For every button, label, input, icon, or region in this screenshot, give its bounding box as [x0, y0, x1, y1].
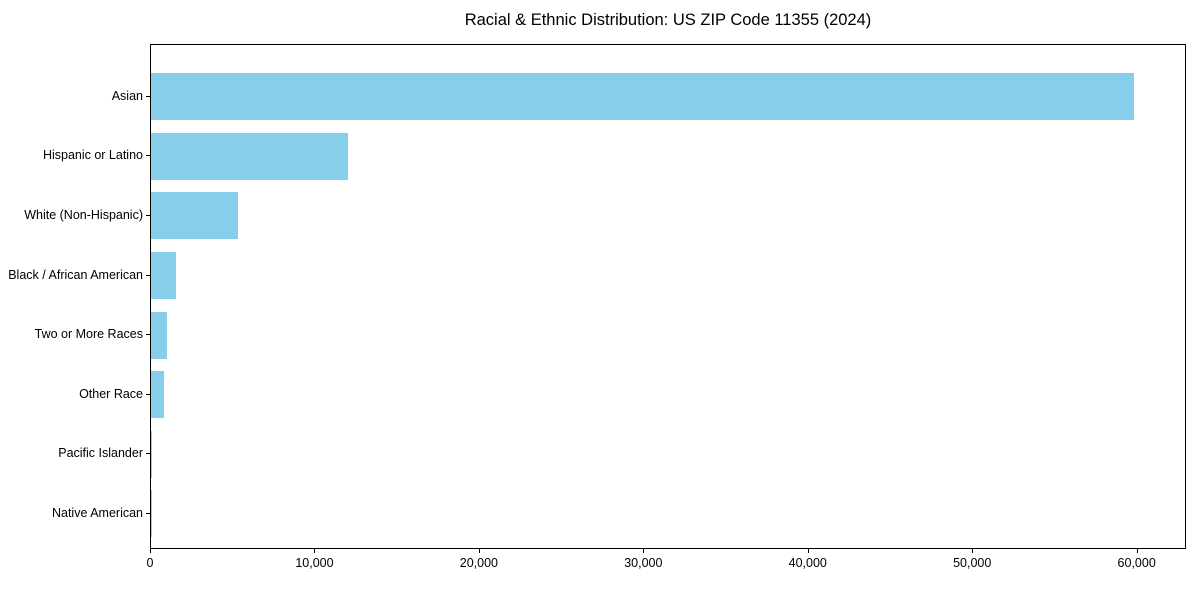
y-tick-mark — [146, 513, 150, 514]
x-tick-mark — [1136, 549, 1138, 553]
y-tick-label-pacific-islander: Pacific Islander — [58, 446, 143, 461]
y-tick-label-hispanic-or-latino: Hispanic or Latino — [42, 148, 143, 163]
bar-black-african-american — [151, 252, 177, 300]
x-tick-mark — [314, 549, 316, 553]
bars-container — [151, 45, 1185, 548]
y-tick-mark — [146, 453, 150, 455]
x-tick-label-50000: 50,000 — [953, 556, 992, 570]
y-tick-mark — [146, 274, 150, 276]
bar-row-pacific-islander — [151, 425, 1185, 485]
bar-row-hispanic-or-latino — [151, 127, 1185, 187]
x-tick-label-0: 0 — [146, 556, 154, 570]
x-tick-mark — [972, 549, 974, 553]
bar-row-other-race — [151, 365, 1185, 425]
x-tick-mark — [150, 549, 151, 553]
x-tick-mark — [643, 549, 645, 553]
x-tick-label-20000: 20,000 — [459, 556, 498, 570]
bar-row-white-non-hispanic — [151, 186, 1185, 246]
y-tick-label-asian: Asian — [111, 88, 143, 103]
chart-title: Racial & Ethnic Distribution: US ZIP Cod… — [464, 11, 872, 29]
x-tick-label-30000: 30,000 — [624, 556, 663, 570]
bar-hispanic-or-latino — [151, 132, 348, 180]
y-tick-label-two-or-more-races: Two or More Races — [34, 327, 143, 342]
bar-row-two-or-more-races — [151, 305, 1185, 365]
bar-asian — [151, 73, 1135, 121]
y-tick-mark — [146, 393, 150, 395]
bar-two-or-more-races — [151, 311, 167, 359]
y-tick-label-native-american: Native American — [51, 506, 143, 520]
y-tick-label-white-non-hispanic: White (Non-Hispanic) — [24, 208, 143, 222]
y-tick-label-black-african-american: Black / African American — [8, 267, 143, 282]
bar-white-non-hispanic — [151, 192, 238, 240]
bar-row-black-african-american — [151, 246, 1185, 306]
x-tick-mark — [807, 549, 809, 553]
y-tick-mark — [146, 155, 150, 157]
bar-row-asian — [151, 67, 1185, 127]
y-tick-mark — [146, 95, 150, 97]
bar-row-native-american — [151, 484, 1185, 544]
y-tick-mark — [146, 215, 150, 216]
bar-other-race — [151, 371, 165, 419]
bar-pacific-islander — [151, 430, 152, 478]
y-tick-mark — [146, 334, 150, 336]
x-tick-label-10000: 10,000 — [295, 556, 334, 570]
x-tick-label-60000: 60,000 — [1117, 556, 1156, 570]
x-tick-mark — [478, 549, 480, 553]
x-tick-label-40000: 40,000 — [788, 556, 827, 570]
y-tick-label-other-race: Other Race — [79, 386, 143, 401]
plot-area — [150, 44, 1186, 549]
